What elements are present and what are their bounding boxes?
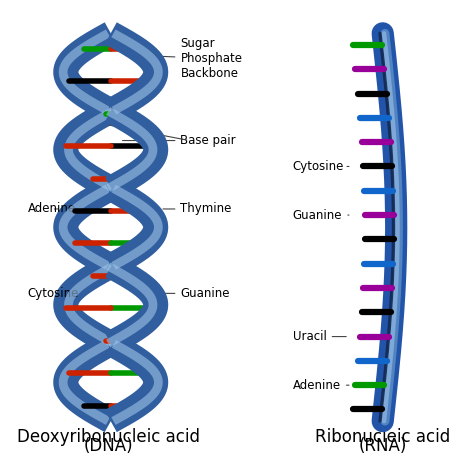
Text: Sugar
Phosphate
Backbone: Sugar Phosphate Backbone — [158, 37, 242, 80]
Text: Adenine: Adenine — [293, 379, 349, 392]
Text: Cytosine: Cytosine — [27, 287, 79, 300]
Text: Cytosine: Cytosine — [293, 160, 349, 173]
Text: (DNA): (DNA) — [84, 437, 133, 455]
Text: Base pair: Base pair — [122, 134, 236, 147]
Text: Thymine: Thymine — [163, 202, 232, 215]
Text: Adenine: Adenine — [27, 202, 76, 215]
Text: Guanine: Guanine — [163, 287, 230, 300]
Text: Guanine: Guanine — [293, 208, 349, 222]
Text: Uracil: Uracil — [293, 330, 346, 343]
Text: (RNA): (RNA) — [358, 437, 407, 455]
Text: Ribonucleic acid: Ribonucleic acid — [315, 428, 450, 446]
Text: Deoxyribonucleic acid: Deoxyribonucleic acid — [17, 428, 200, 446]
